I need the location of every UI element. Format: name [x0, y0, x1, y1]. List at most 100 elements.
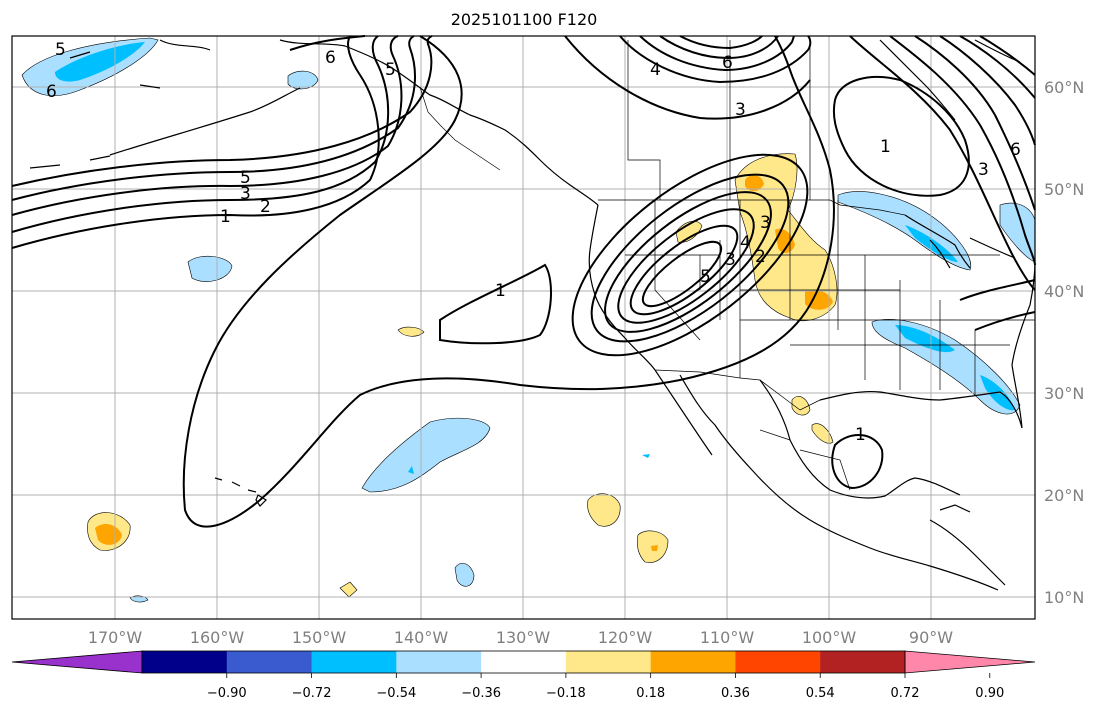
contour-one-loop	[182, 35, 835, 528]
contour-label: 3	[725, 250, 736, 270]
border-alaska	[419, 86, 501, 171]
colorbar-segment	[311, 651, 397, 673]
pos-area-rockies-core3	[805, 290, 833, 310]
contour-label: 5	[55, 40, 66, 60]
lon-label-130w: 130°W	[496, 628, 551, 647]
contour-label: 2	[755, 247, 766, 267]
border-us-canada	[598, 199, 906, 216]
pos-area-pac-south-2-core	[651, 545, 658, 551]
pos-area-mexico-1	[791, 396, 811, 416]
contour-north-1	[619, 35, 812, 84]
contour-label: 4	[650, 60, 661, 80]
colorbar-extend-max	[904, 650, 1036, 674]
colorbar: −0.90 −0.72 −0.54 −0.36 −0.18 0.18 0.36 0.54 0.7…	[11, 650, 1036, 701]
contour-label: 6	[722, 53, 733, 73]
coast-alaska-peninsula	[109, 87, 301, 156]
lon-label-160w: 160°W	[190, 628, 245, 647]
contour-band-4	[11, 35, 416, 201]
contour-label: 5	[385, 60, 396, 80]
neg-area-aleutian-core	[55, 42, 145, 82]
contour-gulf-low	[831, 433, 884, 490]
colorbar-segment	[481, 651, 567, 673]
contour-north-3	[659, 35, 779, 60]
contour-label: 5	[240, 168, 251, 188]
colorbar-tick-label: 0.36	[721, 686, 750, 701]
coast-alaska	[159, 39, 599, 206]
lat-label-10n: 10°N	[1044, 588, 1084, 607]
pos-area-pac-south-1	[587, 493, 621, 527]
pos-area-rockies-core1	[745, 175, 764, 192]
contour-low-4	[617, 208, 755, 324]
contour-label: 3	[735, 100, 746, 120]
lon-label-120w: 120°W	[598, 628, 653, 647]
latitude-labels: 60°N 50°N 40°N 30°N 20°N 10°N	[1044, 78, 1084, 607]
contour-band-3	[11, 35, 403, 216]
contour-label: 6	[325, 48, 336, 68]
contour-east-low	[959, 279, 1036, 331]
colorbar-tick-label: −0.90	[207, 686, 247, 701]
lat-label-50n: 50°N	[1044, 180, 1084, 199]
contour-north-2	[639, 35, 795, 72]
contour-lines	[11, 35, 1036, 528]
contour-east-3	[914, 35, 1036, 211]
contour-label: 3	[760, 213, 771, 233]
graticule	[12, 36, 1035, 619]
colorbar-segment	[396, 651, 482, 673]
colorbar-ticks: −0.90 −0.72 −0.54 −0.36 −0.18 0.18 0.36 0.54 0.7…	[207, 673, 1004, 701]
pos-area-mexico-2	[811, 423, 834, 444]
coast-aleutians	[29, 51, 161, 169]
contour-north-5	[564, 35, 811, 120]
contour-east-1	[849, 35, 1036, 291]
contour-low-2	[590, 173, 790, 343]
contour-label: 3	[240, 184, 251, 204]
contour-label: 4	[740, 233, 751, 253]
colorbar-segment	[650, 651, 736, 673]
neg-area-central-pacific	[361, 417, 491, 493]
contour-low-5	[629, 224, 739, 316]
neg-area-central-pacific-core	[408, 466, 414, 474]
colorbar-tick-label: −0.18	[546, 686, 586, 701]
colorbar-tick-label: 0.18	[636, 686, 665, 701]
contour-east-4	[939, 35, 1036, 146]
lon-label-100w: 100°W	[802, 628, 857, 647]
lon-label-110w: 110°W	[700, 628, 755, 647]
contour-east-6	[979, 35, 1036, 76]
contour-east-5	[959, 35, 1036, 99]
coast-us-east	[1011, 259, 1036, 429]
lat-label-60n: 60°N	[1044, 78, 1084, 97]
colorbar-segment	[735, 651, 821, 673]
lat-label-30n: 30°N	[1044, 384, 1084, 403]
contour-east-2	[889, 35, 1036, 266]
contour-label: 5	[700, 267, 711, 287]
coast-gulf	[759, 379, 1023, 499]
contour-low-6	[641, 240, 723, 308]
colorbar-segment	[142, 651, 228, 673]
coast-hawaii	[214, 477, 267, 507]
contour-one-inner	[439, 263, 552, 345]
colorbar-tick-label: 0.54	[806, 686, 835, 701]
contour-band-1	[11, 35, 380, 249]
map-frame	[11, 35, 1036, 620]
colorbar-segment	[565, 651, 652, 673]
neg-area-tiny-mexico	[642, 454, 650, 458]
colorbar-segment	[820, 651, 906, 673]
colorbar-tick-label: −0.54	[376, 686, 416, 701]
colorbar-segments	[11, 650, 1036, 674]
map-title: 2025101100 F120	[450, 10, 598, 29]
colorbar-outline	[141, 650, 906, 674]
neg-area-small-south	[454, 562, 475, 587]
contour-low-3	[604, 191, 772, 333]
contour-label: 1	[220, 207, 231, 227]
contour-label: 6	[1010, 140, 1021, 160]
lon-label-140w: 140°W	[394, 628, 449, 647]
border-canada-provinces	[627, 40, 811, 200]
contour-label: 3	[978, 160, 989, 180]
lat-label-20n: 20°N	[1044, 486, 1084, 505]
neg-area-hawaii-north	[187, 255, 233, 282]
contour-labels: 5 6 6 4 3 6 5 3 2 1 1 1 6 3 1 5 4 3 3 2 …	[46, 40, 1021, 445]
lon-label-170w: 170°W	[88, 628, 143, 647]
neg-area-southeast-core	[895, 325, 1015, 411]
contour-band-5	[11, 35, 433, 187]
contour-label: 6	[46, 82, 57, 102]
